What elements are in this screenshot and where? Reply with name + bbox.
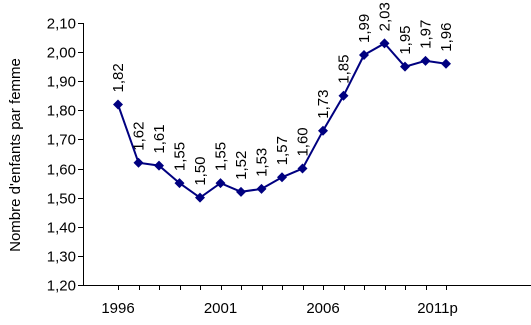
data-point	[420, 55, 431, 66]
y-tick-label: 1,60	[47, 162, 76, 179]
y-tick-label: 1,70	[47, 132, 76, 149]
y-axis-title: Nombre d'enfants par femme	[7, 58, 24, 252]
data-point	[400, 61, 410, 72]
data-labels: 1,821,62 1,611,55 1,50 1,55 1,52 1,53 1,57 1,60…	[110, 2, 455, 185]
y-tick-label: 2,00	[47, 45, 76, 62]
data-label: 1,62	[131, 122, 148, 151]
y-axis: 1,20 1,30 1,40 1,50 1,60 1,70 1,80 1,90 2,00 2,10	[47, 16, 84, 295]
series-markers	[113, 38, 451, 203]
data-point	[277, 172, 287, 183]
data-label: 1,96	[438, 23, 455, 52]
data-point	[297, 163, 308, 174]
data-point	[195, 192, 205, 203]
data-label: 1,61	[151, 124, 168, 153]
data-point	[133, 157, 144, 168]
x-tick-label: 2006	[306, 300, 339, 317]
data-point	[441, 58, 451, 69]
y-tick-label: 1,20	[47, 278, 76, 295]
data-label: 1,73	[315, 90, 332, 119]
data-point	[154, 160, 164, 171]
data-label: 2,03	[377, 2, 394, 31]
data-point	[338, 90, 349, 101]
data-point	[215, 178, 226, 189]
x-axis: 1996 2001 2006 2011p	[83, 285, 531, 317]
y-tick-label: 2,10	[47, 16, 76, 33]
data-label: 1,52	[233, 151, 250, 180]
y-tick-label: 1,50	[47, 191, 76, 208]
y-tick-label: 1,80	[47, 103, 76, 120]
x-tick-label: 2001	[204, 300, 237, 317]
data-label: 1,55	[213, 142, 230, 171]
data-label: 1,60	[295, 127, 312, 156]
data-point	[174, 178, 185, 189]
data-label: 1,53	[254, 148, 271, 177]
data-label: 1,99	[356, 14, 373, 43]
y-tick-label: 1,90	[47, 74, 76, 91]
data-point	[113, 99, 123, 110]
data-label: 1,57	[274, 136, 291, 165]
data-point	[359, 50, 369, 61]
data-label: 1,82	[110, 63, 127, 92]
data-point	[256, 183, 267, 194]
data-point	[318, 125, 328, 136]
x-tick-label: 2011p	[417, 300, 458, 317]
data-label: 1,55	[172, 142, 189, 171]
x-tick-label: 1996	[101, 300, 134, 317]
data-label: 1,85	[336, 55, 353, 84]
y-tick-label: 1,30	[47, 249, 76, 266]
data-point	[379, 38, 390, 49]
data-label: 1,95	[397, 25, 414, 54]
data-point	[236, 186, 246, 197]
data-label: 1,97	[418, 20, 435, 49]
data-label: 1,50	[192, 156, 209, 185]
y-tick-label: 1,40	[47, 220, 76, 237]
